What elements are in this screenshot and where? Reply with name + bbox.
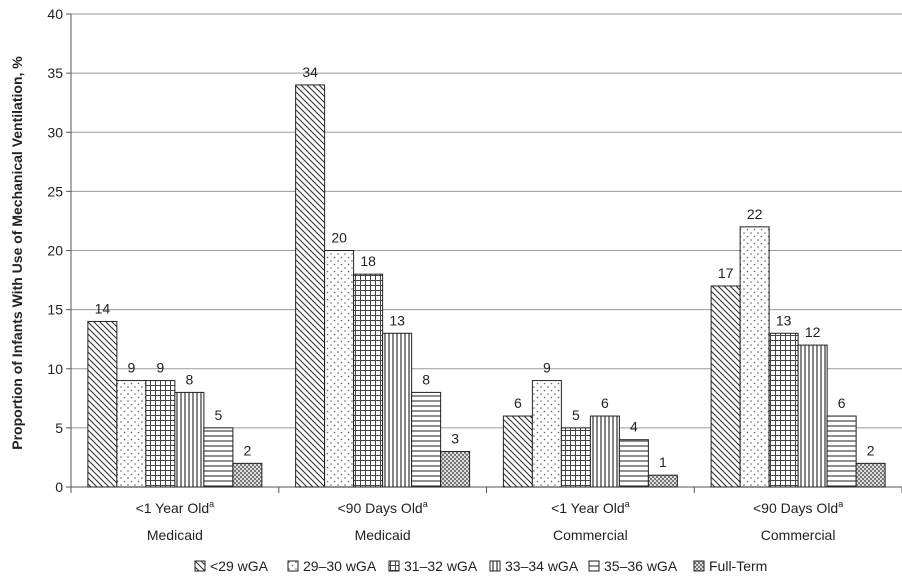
legend-label: 35–36 wGA <box>604 558 678 574</box>
x-tick-label: <90 Days Olda <box>338 499 428 516</box>
data-label: 9 <box>543 360 551 376</box>
data-label: 34 <box>302 64 318 80</box>
bar <box>353 273 384 488</box>
gridlines <box>71 13 902 429</box>
y-tick-label: 10 <box>47 361 63 377</box>
x-tick-sublabel: Commercial <box>761 527 836 543</box>
bar <box>739 226 770 488</box>
y-tick-label: 25 <box>47 183 63 199</box>
bar <box>116 380 147 488</box>
y-tick-label: 35 <box>47 65 63 81</box>
x-tick-labels: <1 Year Olda Medicaid <90 Days Olda Medicai… <box>136 499 844 543</box>
data-label: 6 <box>514 395 522 411</box>
data-label: 20 <box>331 230 347 246</box>
bar <box>797 344 828 488</box>
bar <box>411 391 442 488</box>
bar <box>531 380 562 488</box>
data-label: 1 <box>659 454 667 470</box>
bar <box>560 427 591 488</box>
y-tick-label: 5 <box>55 420 63 436</box>
bar <box>855 462 886 488</box>
data-label: 6 <box>601 395 609 411</box>
bar <box>203 427 234 488</box>
data-label: 14 <box>95 300 111 316</box>
data-label: 9 <box>156 360 164 376</box>
data-label: 17 <box>718 265 734 281</box>
data-label: 9 <box>127 360 135 376</box>
legend-label: Full-Term <box>709 558 767 574</box>
legend-swatch <box>388 560 400 572</box>
x-tick-sublabel: Commercial <box>553 527 628 543</box>
bar <box>768 332 799 488</box>
y-tick-label: 0 <box>55 479 63 495</box>
y-tick-label: 20 <box>47 243 63 259</box>
bar <box>145 380 176 488</box>
bar <box>826 415 857 488</box>
y-tick-label: 30 <box>47 124 63 140</box>
legend-swatch <box>489 560 501 572</box>
y-tick-label: 40 <box>47 6 63 22</box>
data-label: 8 <box>185 371 193 387</box>
bar <box>440 451 471 488</box>
x-tick-sublabel: Medicaid <box>355 527 411 543</box>
bar <box>502 415 533 488</box>
data-label: 5 <box>214 407 222 423</box>
data-label: 2 <box>243 442 251 458</box>
bar <box>710 285 741 488</box>
legend-label: 33–34 wGA <box>505 558 579 574</box>
bar <box>295 84 326 488</box>
bar <box>232 462 263 488</box>
data-label: 2 <box>867 442 875 458</box>
data-labels: 14 9 9 8 5 2 34 20 18 13 8 3 6 9 5 6 4 1 17 22 13 12 6 2 <box>95 64 875 470</box>
legend-swatch <box>588 560 600 572</box>
bar <box>647 474 678 488</box>
data-label: 13 <box>389 312 405 328</box>
legend: <29 wGA 29–30 wGA 31–32 wGA 33–34 wGA 35–36 … <box>194 558 767 574</box>
bar <box>324 250 355 488</box>
legend-label: 31–32 wGA <box>404 558 478 574</box>
y-tick-label: 15 <box>47 302 63 318</box>
bar <box>174 391 205 488</box>
bars <box>87 84 886 488</box>
bar <box>618 439 649 488</box>
data-label: 6 <box>838 395 846 411</box>
data-label: 4 <box>630 419 638 435</box>
data-label: 8 <box>422 371 430 387</box>
data-label: 5 <box>572 407 580 423</box>
y-axis-label: Proportion of Infants With Use of Mechan… <box>9 56 25 450</box>
data-label: 13 <box>776 312 792 328</box>
legend-swatch <box>194 560 206 572</box>
x-tick-label: <1 Year Olda <box>551 499 630 516</box>
x-tick-sublabel: Medicaid <box>147 527 203 543</box>
bar <box>589 415 620 488</box>
data-label: 18 <box>360 253 376 269</box>
bar <box>382 332 413 488</box>
legend-label: <29 wGA <box>210 558 269 574</box>
bar <box>87 320 118 488</box>
data-label: 12 <box>805 324 821 340</box>
data-label: 22 <box>747 206 763 222</box>
legend-swatch <box>287 560 299 572</box>
x-tick-label: <90 Days Olda <box>753 499 843 516</box>
legend-label: 29–30 wGA <box>303 558 377 574</box>
legend-swatch <box>693 560 705 572</box>
x-tick-label: <1 Year Olda <box>136 499 215 516</box>
data-label: 3 <box>451 431 459 447</box>
